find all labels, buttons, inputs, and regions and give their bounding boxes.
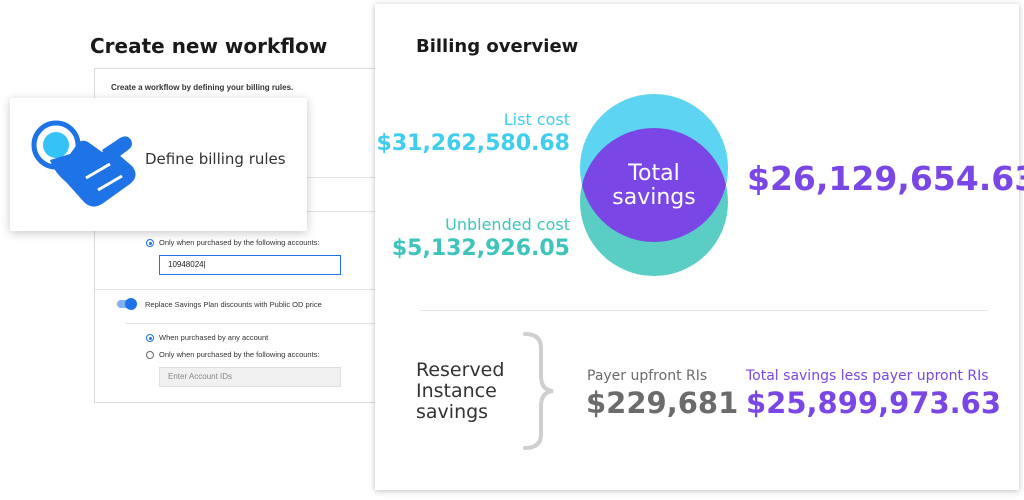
savings-less-payer-label: Total savings less payer upront RIs: [746, 368, 989, 384]
define-billing-rules-card[interactable]: Define billing rules: [10, 98, 307, 231]
list-cost-label: List cost: [503, 110, 570, 129]
radio-any-account-label: When purchased by any account: [159, 333, 269, 342]
create-workflow-title: Create new workflow: [90, 34, 328, 58]
divider: [125, 323, 393, 324]
divider: [245, 177, 393, 178]
workflow-intro-text: Create a workflow by defining your billi…: [111, 83, 294, 92]
replace-savings-plan-toggle[interactable]: [117, 298, 137, 310]
radio-any-account[interactable]: [146, 334, 154, 342]
ri-title-line: Instance: [416, 380, 497, 402]
ri-title-line: savings: [416, 401, 489, 423]
savings-less-payer-value: $25,899,973.63: [746, 386, 1002, 420]
curly-brace-icon: [523, 332, 554, 450]
radio-specific-accounts-1[interactable]: [146, 239, 154, 247]
reserved-instance-title: Reserved Instance savings: [416, 360, 504, 423]
section-divider: [420, 310, 988, 311]
billing-overview-panel: Billing overview List cost $31,262,580.6…: [375, 4, 1024, 490]
account-id-input-disabled[interactable]: Enter Account IDs: [159, 367, 341, 387]
tap-hand-icon: [31, 120, 136, 207]
radio-specific-accounts-label: Only when purchased by the following acc…: [159, 238, 320, 247]
unblended-cost-label: Unblended cost: [445, 215, 570, 234]
venn-savings-label: savings: [612, 185, 695, 210]
payer-upfront-label: Payer upfront RIs: [587, 368, 708, 384]
define-billing-rules-label: Define billing rules: [145, 150, 286, 168]
savings-venn-diagram: Total savings: [580, 94, 728, 276]
venn-total-label: Total: [627, 161, 679, 186]
payer-upfront-value: $229,681: [586, 386, 739, 420]
divider: [245, 211, 393, 212]
ri-title-line: Reserved: [416, 359, 505, 381]
toggle-label: Replace Savings Plan discounts with Publ…: [145, 300, 322, 309]
list-cost-value: $31,262,580.68: [376, 131, 570, 156]
divider: [95, 289, 393, 290]
account-id-input[interactable]: 10948024|: [159, 255, 341, 275]
billing-overview-title: Billing overview: [416, 36, 579, 57]
radio-specific-accounts-label-2: Only when purchased by the following acc…: [159, 350, 320, 359]
unblended-cost-value: $5,132,926.05: [391, 236, 570, 261]
radio-specific-accounts-2[interactable]: [146, 351, 154, 359]
total-savings-value: $26,129,654.63: [747, 159, 1024, 198]
